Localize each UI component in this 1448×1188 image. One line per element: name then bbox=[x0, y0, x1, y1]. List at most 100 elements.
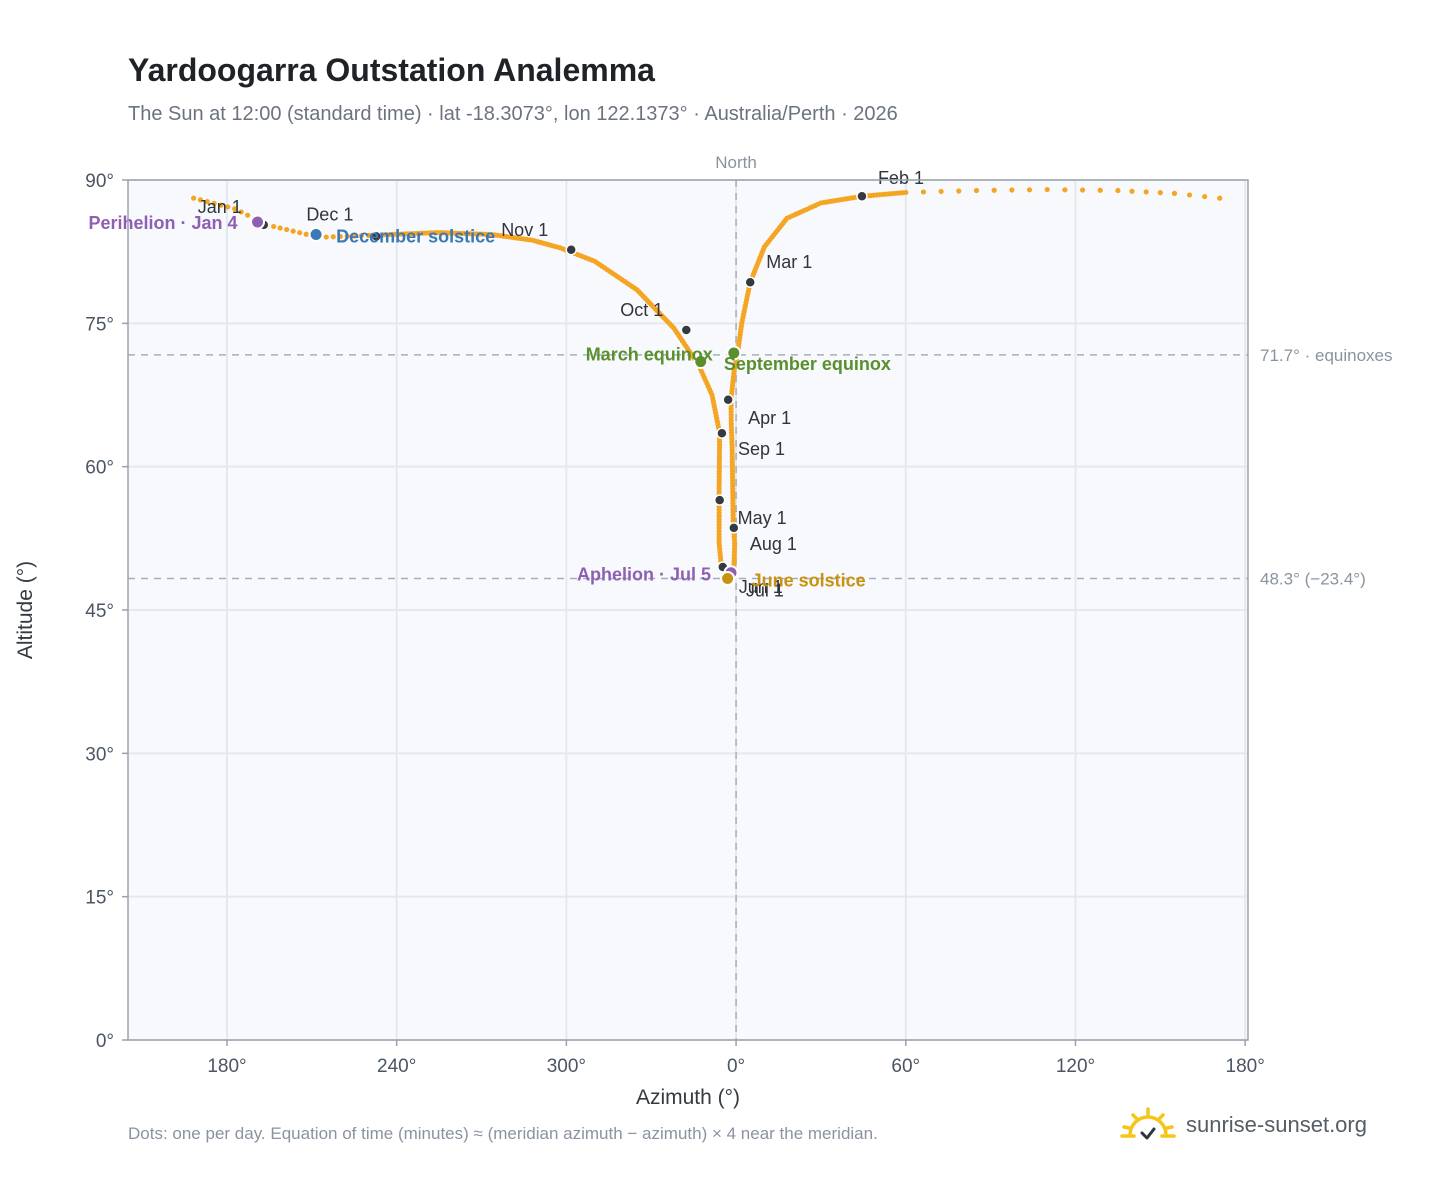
daily-dot bbox=[284, 226, 290, 233]
daily-dot bbox=[245, 212, 251, 218]
daily-dot bbox=[271, 223, 277, 230]
x-tick-label: 120° bbox=[1056, 1056, 1095, 1077]
daily-dot bbox=[1009, 187, 1015, 193]
event-label: June solstice bbox=[752, 570, 866, 590]
x-tick-label: 300° bbox=[547, 1056, 586, 1077]
month-marker bbox=[744, 276, 756, 288]
month-label: Jul 1 bbox=[746, 581, 784, 601]
month-marker bbox=[713, 494, 726, 506]
y-tick-label: 60° bbox=[85, 458, 114, 479]
daily-dot bbox=[991, 187, 997, 193]
daily-dot bbox=[1062, 187, 1068, 193]
daily-dot bbox=[1097, 187, 1103, 193]
y-tick-label: 90° bbox=[85, 171, 114, 192]
brand-link[interactable]: sunrise-sunset.org bbox=[1120, 1100, 1367, 1150]
daily-dot bbox=[358, 233, 364, 239]
daily-dot bbox=[337, 233, 343, 240]
month-label: Dec 1 bbox=[306, 204, 353, 224]
daily-dot bbox=[903, 189, 909, 196]
x-tick-label: 60° bbox=[891, 1056, 920, 1077]
daily-dot bbox=[1186, 192, 1193, 198]
daily-dot bbox=[1217, 195, 1223, 201]
daily-dot bbox=[956, 188, 962, 194]
y-tick-label: 45° bbox=[85, 601, 114, 622]
event-label: Perihelion · Jan 4 bbox=[88, 213, 237, 233]
month-marker bbox=[680, 324, 693, 336]
month-label: Mar 1 bbox=[766, 252, 812, 272]
y-tick-label: 30° bbox=[85, 744, 114, 765]
event-marker bbox=[250, 214, 266, 230]
event-markers: Perihelion · Jan 4 December solstice March… bbox=[88, 213, 890, 590]
month-marker bbox=[856, 190, 868, 202]
reference-line-label: 48.3° (−23.4°) bbox=[1260, 569, 1366, 588]
reference-line-label: 71.7° · equinoxes bbox=[1260, 346, 1393, 365]
month-marker bbox=[565, 244, 577, 256]
event-label: March equinox bbox=[586, 345, 713, 365]
footer-note: Dots: one per day. Equation of time (min… bbox=[128, 1124, 878, 1143]
month-label: Jan 1 bbox=[198, 197, 242, 217]
event-label: Aphelion · Jul 5 bbox=[577, 565, 711, 585]
month-marker bbox=[722, 394, 734, 406]
y-tick-label: 0° bbox=[96, 1031, 114, 1052]
daily-dot bbox=[1202, 193, 1208, 200]
reference-lines: North 71.7° · equinoxes 48.3° (−23.4°) bbox=[128, 153, 1393, 1040]
daily-dot bbox=[1044, 186, 1050, 193]
daily-dot bbox=[1143, 189, 1149, 195]
event-marker bbox=[308, 226, 324, 242]
daily-dot bbox=[1129, 188, 1135, 194]
daily-dot bbox=[1157, 190, 1163, 196]
chart-title: Yardoogarra Outstation Analemma bbox=[128, 52, 655, 88]
chart-subtitle: The Sun at 12:00 (standard time) · lat -… bbox=[128, 103, 898, 125]
event-marker bbox=[726, 345, 742, 361]
daily-dot bbox=[218, 202, 224, 208]
daily-dot bbox=[191, 195, 197, 201]
month-label: Aug 1 bbox=[750, 534, 797, 554]
daily-dot bbox=[920, 189, 927, 195]
daily-dot bbox=[323, 234, 329, 240]
event-label: December solstice bbox=[336, 226, 495, 246]
event-marker bbox=[693, 354, 709, 370]
daily-dot bbox=[211, 200, 217, 207]
daily-dot bbox=[238, 209, 244, 215]
daily-dot bbox=[277, 225, 283, 231]
x-tick-label: 0° bbox=[727, 1056, 745, 1077]
month-label: Nov 1 bbox=[501, 220, 548, 240]
daily-dot bbox=[973, 187, 980, 194]
sun-logo-icon bbox=[1120, 1107, 1176, 1140]
x-tick-label: 240° bbox=[377, 1056, 416, 1077]
daily-dot bbox=[225, 204, 231, 210]
y-tick-label: 15° bbox=[85, 888, 114, 909]
month-marker bbox=[716, 427, 728, 439]
daily-dot bbox=[344, 233, 350, 239]
daily-dot bbox=[303, 231, 309, 237]
month-label: May 1 bbox=[738, 508, 787, 528]
y-axis-label: Altitude (°) bbox=[14, 561, 37, 659]
month-label: Apr 1 bbox=[748, 408, 791, 428]
month-label: Jun 1 bbox=[739, 577, 783, 597]
daily-dot bbox=[232, 206, 238, 212]
x-tick-label: 180° bbox=[207, 1056, 246, 1077]
daily-dot bbox=[1115, 187, 1121, 194]
month-marker bbox=[370, 230, 383, 243]
x-tick-label: 180° bbox=[1226, 1056, 1265, 1077]
daily-dot bbox=[1171, 190, 1178, 196]
month-label: Sep 1 bbox=[738, 439, 785, 459]
north-label: North bbox=[715, 153, 757, 172]
month-marker bbox=[728, 522, 740, 534]
daily-dot bbox=[204, 199, 210, 205]
month-label: Oct 1 bbox=[620, 300, 663, 320]
daily-dot bbox=[1079, 187, 1086, 193]
event-label: September equinox bbox=[724, 354, 891, 374]
daily-dot bbox=[197, 197, 204, 203]
daily-dot bbox=[290, 228, 296, 234]
axes: 180° 240° 300° 0° 60° 120° 180° 0° 15° 30° 45° 60° 7… bbox=[14, 171, 1265, 1109]
event-marker bbox=[720, 570, 736, 586]
x-axis-label: Azimuth (°) bbox=[636, 1086, 740, 1109]
month-label: Feb 1 bbox=[878, 168, 924, 188]
daily-dot bbox=[330, 234, 336, 240]
brand-name: sunrise-sunset.org bbox=[1186, 1112, 1367, 1137]
daily-dot bbox=[1026, 187, 1033, 193]
y-tick-label: 75° bbox=[85, 314, 114, 335]
